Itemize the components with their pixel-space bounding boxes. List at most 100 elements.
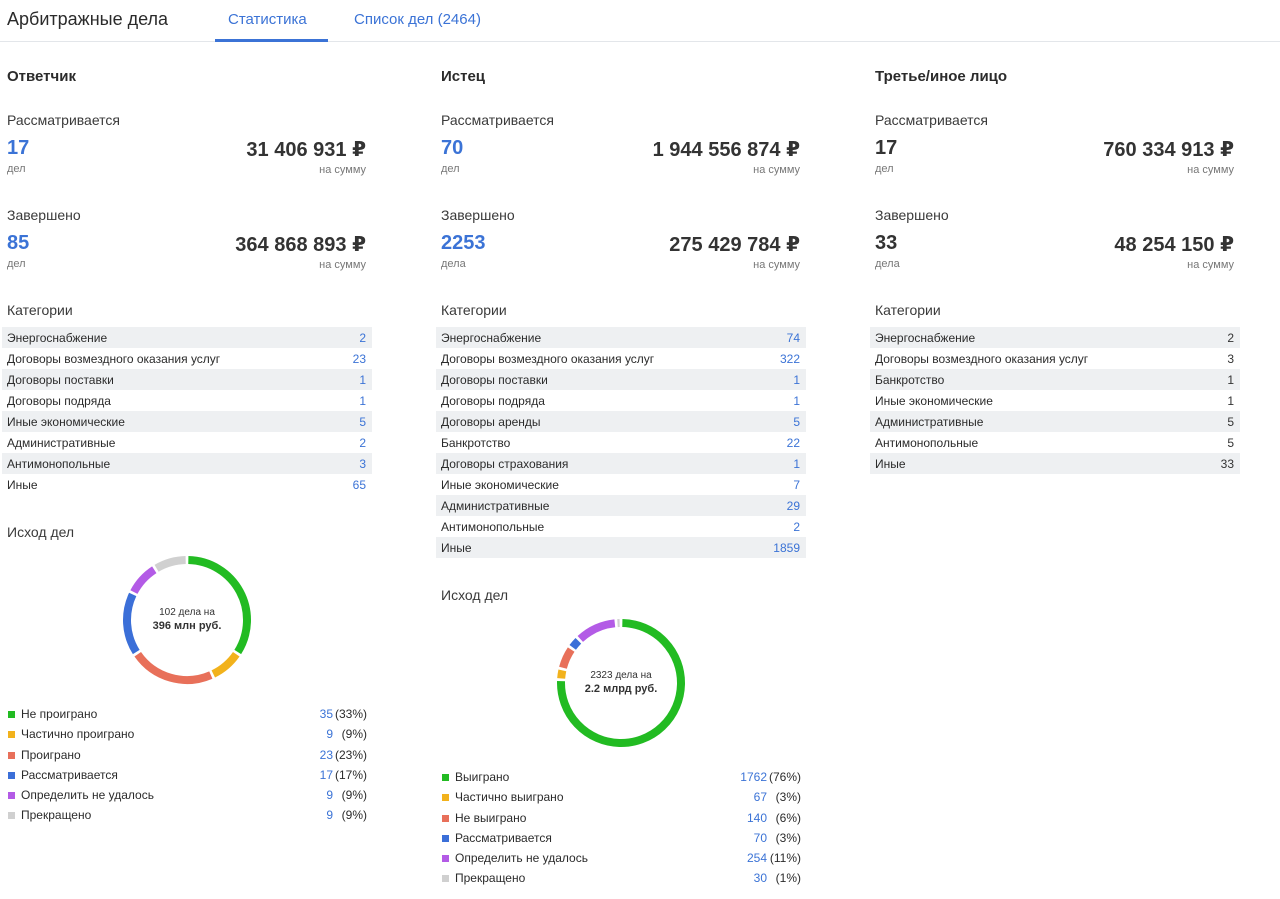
legend-count[interactable]: 17 [319,767,333,782]
category-count[interactable]: 22 [786,435,800,450]
category-row[interactable]: Иные 1859 [436,537,806,558]
donut-slice[interactable] [123,592,140,655]
legend-item[interactable]: Рассматривается 70 (3%) [441,830,803,850]
finished-count[interactable]: 2253 [441,232,486,254]
donut-center-count: 102 дела на [159,607,215,618]
donut-slice[interactable] [577,619,616,642]
legend-item[interactable]: Частично проиграно 9 (9%) [7,726,369,746]
category-row: Административные 5 [870,411,1240,432]
category-count: 33 [1220,456,1234,471]
category-name: Банкротство [441,435,511,450]
donut-slice[interactable] [130,566,157,595]
legend-count[interactable]: 9 [326,788,333,803]
category-row[interactable]: Иные экономические 5 [2,411,372,432]
donut-slice[interactable] [154,556,186,572]
finished-count[interactable]: 85 [7,232,30,254]
category-count[interactable]: 3 [359,456,366,471]
category-count[interactable]: 1 [359,393,366,408]
column-title: Ответчик [7,68,76,85]
legend-color-swatch [442,834,449,842]
legend-item[interactable]: Проиграно 23 (23%) [7,747,369,767]
legend-item[interactable]: Выиграно 1762 (76%) [441,769,803,789]
donut-slice[interactable] [557,669,567,679]
legend-count[interactable]: 254 [746,851,767,866]
category-name: Энергоснабжение [7,330,108,345]
legend-item[interactable]: Определить не удалось 9 (9%) [7,787,369,807]
legend-item[interactable]: Прекращено 9 (9%) [7,807,369,827]
category-row[interactable]: Антимонопольные 2 [436,516,806,537]
category-row[interactable]: Договоры возмездного оказания услуг 23 [2,348,372,369]
category-row[interactable]: Договоры страхования 1 [436,453,806,474]
legend-percent: (76%) [768,770,801,784]
legend-percent: (17%) [334,767,367,782]
category-count[interactable]: 29 [786,498,800,513]
category-row[interactable]: Договоры поставки 1 [436,369,806,390]
category-count[interactable]: 1 [359,372,366,387]
category-name: Договоры подряда [7,393,111,408]
category-row[interactable]: Договоры поставки 1 [2,369,372,390]
legend-item[interactable]: Рассматривается 17 (17%) [7,767,369,787]
category-row[interactable]: Административные 29 [436,495,806,516]
outcome-donut-chart [123,556,251,684]
category-count: 5 [1227,414,1234,429]
category-count[interactable]: 1859 [773,540,800,555]
finished-sum: 364 868 893 ₽ [235,234,366,256]
donut-slice[interactable] [559,647,575,669]
donut-slice[interactable] [557,619,685,747]
category-row[interactable]: Энергоснабжение 2 [2,327,372,348]
category-row[interactable]: Договоры подряда 1 [436,390,806,411]
category-count[interactable]: 1 [793,372,800,387]
legend-count[interactable]: 9 [326,727,333,742]
legend-item[interactable]: Не проиграно 35 (33%) [7,706,369,726]
legend-count[interactable]: 30 [753,871,767,886]
legend-item[interactable]: Определить не удалось 254 (11%) [441,850,803,870]
category-count[interactable]: 23 [352,351,366,366]
category-count[interactable]: 5 [359,414,366,429]
categories-heading: Категории [875,302,941,318]
legend-count[interactable]: 67 [753,790,767,805]
category-row[interactable]: Договоры подряда 1 [2,390,372,411]
legend-count[interactable]: 140 [746,810,767,825]
legend-count[interactable]: 1762 [740,770,767,784]
category-count[interactable]: 5 [793,414,800,429]
pending-count[interactable]: 17 [7,137,30,159]
page-title: Арбитражные дела [7,9,169,29]
category-row[interactable]: Договоры возмездного оказания услуг 322 [436,348,806,369]
category-row[interactable]: Иные экономические 7 [436,474,806,495]
category-count[interactable]: 2 [359,330,366,345]
category-row[interactable]: Административные 2 [2,432,372,453]
tab-statistics[interactable]: Статистика [228,11,307,28]
legend-item[interactable]: Частично выиграно 67 (3%) [441,789,803,809]
donut-slice[interactable] [211,651,240,678]
donut-slice[interactable] [134,651,213,684]
pending-count[interactable]: 70 [441,137,464,159]
category-count[interactable]: 1 [793,456,800,471]
legend-item[interactable]: Прекращено 30 (1%) [441,870,803,890]
category-row[interactable]: Энергоснабжение 74 [436,327,806,348]
legend-item[interactable]: Не выиграно 140 (6%) [441,810,803,830]
legend-count[interactable]: 9 [326,808,333,823]
category-name: Договоры возмездного оказания услуг [7,351,221,366]
category-row[interactable]: Договоры аренды 5 [436,411,806,432]
legend-count[interactable]: 70 [753,830,767,845]
category-count[interactable]: 1 [793,393,800,408]
tab-case-list[interactable]: Список дел (2464) [354,11,481,28]
category-row[interactable]: Антимонопольные 3 [2,453,372,474]
donut-slice[interactable] [188,556,251,655]
category-count[interactable]: 2 [359,435,366,450]
legend-label: Прекращено [455,871,526,886]
finished-count: 33 [875,232,898,254]
legend-percent: (9%) [341,727,367,742]
donut-slice[interactable] [569,637,582,650]
legend-count[interactable]: 23 [319,747,333,762]
legend-color-swatch [442,855,449,863]
category-name: Договоры страхования [441,456,569,471]
category-count[interactable]: 65 [352,477,366,492]
legend-count[interactable]: 35 [319,707,333,721]
category-count[interactable]: 2 [793,519,800,534]
category-row[interactable]: Иные 65 [2,474,372,495]
category-row[interactable]: Банкротство 22 [436,432,806,453]
category-count[interactable]: 74 [786,330,800,345]
category-count[interactable]: 322 [779,351,800,366]
category-count[interactable]: 7 [793,477,800,492]
